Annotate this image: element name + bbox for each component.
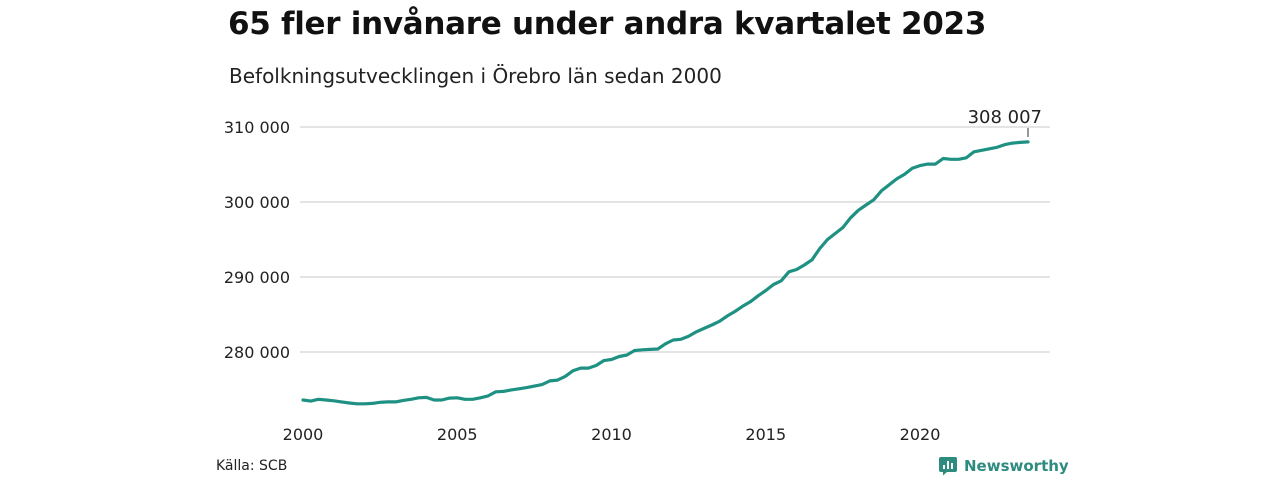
y-axis-tick-labels: 280 000 290 000 300 000 310 000 (224, 118, 290, 362)
series-line (301, 140, 1030, 406)
brand-logo-link[interactable]: Newsworthy (938, 456, 1069, 476)
x-tick-label: 2015 (745, 425, 786, 444)
chart-subtitle: Befolkningsutvecklingen i Örebro län sed… (229, 64, 722, 88)
gridlines (300, 126, 1050, 353)
y-tick-label: 310 000 (224, 118, 290, 137)
brand-name: Newsworthy (964, 457, 1069, 475)
source-label: Källa: SCB (216, 458, 288, 474)
y-tick-label: 280 000 (224, 343, 290, 362)
x-tick-label: 2010 (591, 425, 632, 444)
y-tick-label: 300 000 (224, 193, 290, 212)
newsworthy-logo-icon (939, 457, 957, 476)
annotation-layer: 308 007 (968, 107, 1042, 137)
x-axis-tick-labels: 2000 2005 2010 2015 2020 (283, 425, 941, 444)
y-tick-label: 290 000 (224, 268, 290, 287)
annotation-label: 308 007 (968, 107, 1042, 128)
x-tick-label: 2005 (437, 425, 478, 444)
x-tick-label: 2020 (900, 425, 941, 444)
x-tick-label: 2000 (283, 425, 324, 444)
series-layer (301, 140, 1030, 406)
chart-title: 65 fler invånare under andra kvartalet 2… (228, 6, 987, 42)
